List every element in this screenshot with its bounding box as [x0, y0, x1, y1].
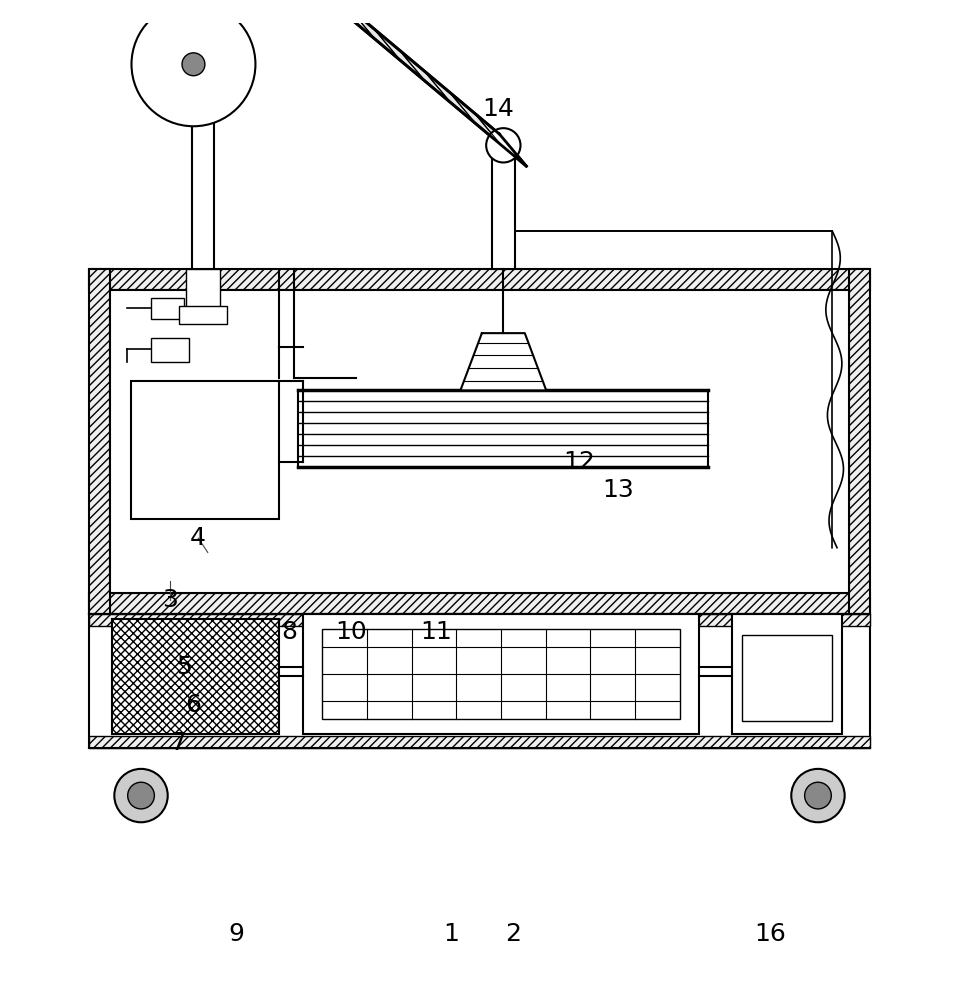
- Bar: [88, 736, 871, 748]
- Bar: [112, 619, 279, 734]
- Bar: [197, 50, 214, 79]
- Text: 8: 8: [281, 620, 297, 644]
- Bar: [131, 381, 279, 519]
- Circle shape: [128, 782, 154, 809]
- Circle shape: [791, 769, 845, 822]
- Bar: [192, 98, 215, 269]
- Text: 4: 4: [190, 526, 206, 550]
- Text: 14: 14: [482, 97, 515, 121]
- Text: 3: 3: [162, 588, 177, 612]
- Circle shape: [114, 769, 168, 822]
- Text: 7: 7: [172, 731, 187, 755]
- Bar: [88, 614, 871, 748]
- Circle shape: [131, 2, 255, 126]
- Bar: [88, 269, 109, 614]
- Text: 12: 12: [564, 450, 596, 474]
- Text: 1: 1: [443, 922, 458, 946]
- Bar: [179, 306, 227, 324]
- Polygon shape: [47, 0, 526, 166]
- Circle shape: [182, 53, 205, 76]
- Bar: [850, 269, 871, 614]
- Bar: [303, 614, 699, 734]
- Bar: [741, 635, 832, 721]
- Text: 9: 9: [228, 922, 245, 946]
- Bar: [492, 145, 515, 269]
- Bar: [732, 614, 842, 734]
- Text: 6: 6: [185, 693, 201, 717]
- Polygon shape: [460, 333, 547, 390]
- Bar: [322, 629, 680, 719]
- Text: 10: 10: [335, 620, 366, 644]
- Bar: [151, 298, 184, 319]
- Text: 2: 2: [504, 922, 521, 946]
- Text: 16: 16: [755, 922, 786, 946]
- Bar: [186, 269, 221, 309]
- Text: 11: 11: [421, 620, 453, 644]
- Bar: [88, 614, 871, 626]
- Bar: [151, 338, 189, 362]
- Circle shape: [805, 782, 831, 809]
- Circle shape: [486, 128, 521, 162]
- Bar: [109, 290, 850, 593]
- Text: 13: 13: [602, 478, 634, 502]
- Bar: [88, 269, 871, 290]
- Text: 5: 5: [176, 655, 192, 679]
- Bar: [88, 593, 871, 614]
